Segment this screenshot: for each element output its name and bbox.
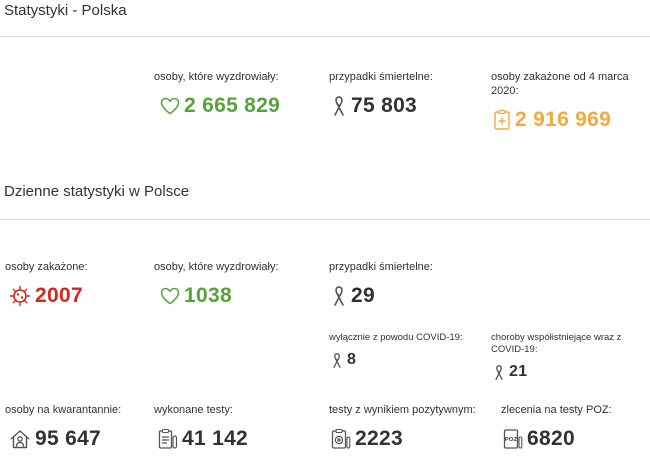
daily-positive-tests-value: 2223	[331, 427, 403, 451]
daily-deaths-comorbidities-value: 21	[493, 363, 527, 381]
divider	[0, 36, 650, 37]
daily-tests-number: 41 142	[182, 427, 249, 450]
daily-recovered-number: 1038	[184, 284, 232, 307]
overall-recovered-value: 2 665 829	[160, 94, 280, 118]
daily-poz-orders-number: 6820	[527, 427, 575, 450]
daily-tests-label: wykonane testy:	[154, 404, 233, 416]
daily-deaths-label: przypadki śmiertelne:	[329, 261, 433, 273]
daily-poz-orders-value: POZ 6820	[503, 427, 575, 451]
overall-section-title: Statystyki - Polska	[4, 2, 127, 19]
overall-deaths-value: 75 803	[331, 94, 417, 118]
overall-deaths-label: przypadki śmiertelne:	[329, 71, 433, 83]
divider	[0, 219, 650, 220]
virus-icon	[9, 285, 31, 307]
ribbon-icon	[331, 95, 347, 117]
daily-positive-tests-number: 2223	[355, 427, 403, 450]
overall-infected-number: 2 916 969	[515, 108, 612, 131]
daily-deaths-comorbidities-label: choroby współistniejące wraz z COVID-19:	[491, 332, 622, 355]
ribbon-icon	[331, 352, 343, 369]
overall-infected-label: osoby zakażone od 4 marca 2020:	[491, 71, 629, 97]
poz-icon-text: POZ	[505, 437, 518, 443]
overall-deaths-number: 75 803	[351, 94, 418, 117]
ribbon-icon	[331, 285, 347, 307]
poz-order-icon: POZ	[503, 428, 523, 450]
overall-infected-value: 2 916 969	[493, 108, 611, 132]
daily-deaths-comorbidities-number: 21	[509, 363, 528, 380]
overall-recovered-label: osoby, które wyzdrowiały:	[154, 71, 279, 83]
daily-quarantine-label: osoby na kwarantannie:	[5, 404, 122, 416]
daily-quarantine-number: 95 647	[35, 427, 102, 450]
daily-poz-orders-label: zlecenia na testy POZ:	[501, 404, 612, 416]
daily-deaths-covid-only-number: 8	[347, 351, 357, 368]
test-clipboard-icon	[158, 428, 178, 450]
daily-positive-tests-label: testy z wynikiem pozytywnym:	[329, 404, 476, 416]
daily-infected-number: 2007	[35, 284, 83, 307]
medical-document-icon	[493, 109, 511, 131]
daily-tests-value: 41 142	[158, 427, 248, 451]
daily-infected-label: osoby zakażone:	[5, 261, 88, 273]
home-quarantine-icon	[9, 429, 31, 449]
daily-infected-value: 2007	[9, 284, 83, 308]
heart-icon	[160, 97, 180, 115]
daily-deaths-covid-only-label: wyłącznie z powodu COVID-19:	[329, 332, 463, 343]
daily-deaths-covid-only-value: 8	[331, 351, 356, 369]
daily-deaths-value: 29	[331, 284, 375, 308]
daily-recovered-value: 1038	[160, 284, 232, 308]
ribbon-icon	[493, 364, 505, 381]
overall-recovered-number: 2 665 829	[184, 94, 281, 117]
daily-recovered-label: osoby, które wyzdrowiały:	[154, 261, 279, 273]
positive-test-icon	[331, 428, 351, 450]
heart-icon	[160, 287, 180, 305]
daily-section-title: Dzienne statystyki w Polsce	[4, 183, 190, 200]
daily-quarantine-value: 95 647	[9, 427, 101, 451]
daily-deaths-number: 29	[351, 284, 375, 307]
